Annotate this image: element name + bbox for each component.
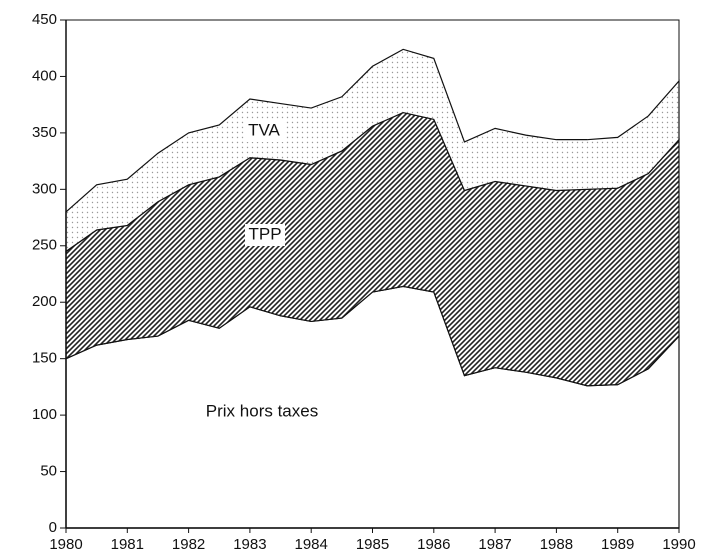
y-tick-label: 350	[32, 124, 57, 141]
x-tick-label: 1985	[356, 536, 389, 553]
series-label: Prix hors taxes	[206, 401, 318, 420]
x-tick-label: 1989	[601, 536, 634, 553]
y-tick-label: 50	[40, 463, 57, 480]
series-label: TVA	[248, 120, 280, 139]
label-bg	[244, 120, 284, 142]
y-tick-label: 100	[32, 406, 57, 423]
x-tick-label: 1981	[111, 536, 144, 553]
x-tick-label: 1990	[662, 536, 695, 553]
x-tick-label: 1984	[295, 536, 328, 553]
y-tick-label: 150	[32, 350, 57, 367]
series-label: TPP	[248, 224, 281, 243]
label-bg	[245, 224, 285, 246]
x-tick-label: 1988	[540, 536, 573, 553]
x-tick-label: 1986	[417, 536, 450, 553]
y-tick-label: 250	[32, 237, 57, 254]
y-tick-label: 400	[32, 67, 57, 84]
y-tick-label: 450	[32, 11, 57, 28]
frame	[66, 19, 680, 528]
y-tick-label: 300	[32, 180, 57, 197]
x-tick-label: 1983	[233, 536, 266, 553]
x-tick-label: 1980	[49, 536, 82, 553]
y-tick-label: 200	[32, 293, 57, 310]
x-tick-label: 1982	[172, 536, 205, 553]
x-tick-label: 1987	[478, 536, 511, 553]
y-tick-label: 0	[49, 519, 57, 536]
